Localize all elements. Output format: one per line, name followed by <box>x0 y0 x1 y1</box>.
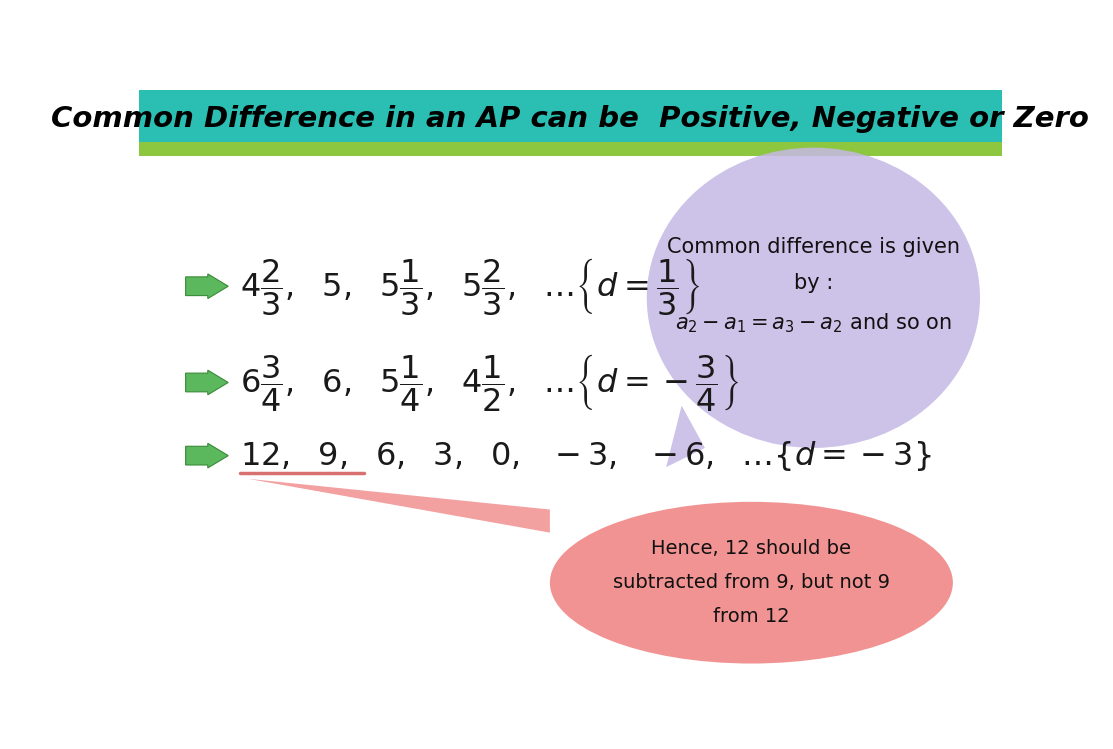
Bar <box>139 90 1002 142</box>
Polygon shape <box>247 479 550 533</box>
Text: $12,\ \ 9,\ \ 6,\ \ 3,\ \ 0,\ \ -3,\ \ -6,\ \ \ldots\left\{d = -3\right\}$: $12,\ \ 9,\ \ 6,\ \ 3,\ \ 0,\ \ -3,\ \ -… <box>240 439 932 473</box>
Text: $6\dfrac{3}{4},\ \ 6,\ \ 5\dfrac{1}{4},\ \ 4\dfrac{1}{2},\ \ \ldots\left\{d = -\: $6\dfrac{3}{4},\ \ 6,\ \ 5\dfrac{1}{4},\… <box>240 352 739 413</box>
Bar <box>139 142 1002 156</box>
Polygon shape <box>186 370 228 395</box>
Text: Common Difference in an AP can be  Positive, Negative or Zero: Common Difference in an AP can be Positi… <box>51 105 1089 133</box>
Text: Hence, 12 should be
subtracted from 9, but not 9
from 12: Hence, 12 should be subtracted from 9, b… <box>613 539 890 626</box>
Polygon shape <box>186 274 228 299</box>
Ellipse shape <box>647 148 981 448</box>
Text: $4\dfrac{2}{3},\ \ 5,\ \ 5\dfrac{1}{3},\ \ 5\dfrac{2}{3},\ \ \ldots\left\{d = \d: $4\dfrac{2}{3},\ \ 5,\ \ 5\dfrac{1}{3},\… <box>240 255 700 317</box>
Text: Common difference is given
by :
$a_2 - a_1 = a_3 - a_2$ and so on: Common difference is given by : $a_2 - a… <box>667 237 959 335</box>
Polygon shape <box>666 405 705 467</box>
Polygon shape <box>186 443 228 468</box>
Ellipse shape <box>550 502 953 664</box>
